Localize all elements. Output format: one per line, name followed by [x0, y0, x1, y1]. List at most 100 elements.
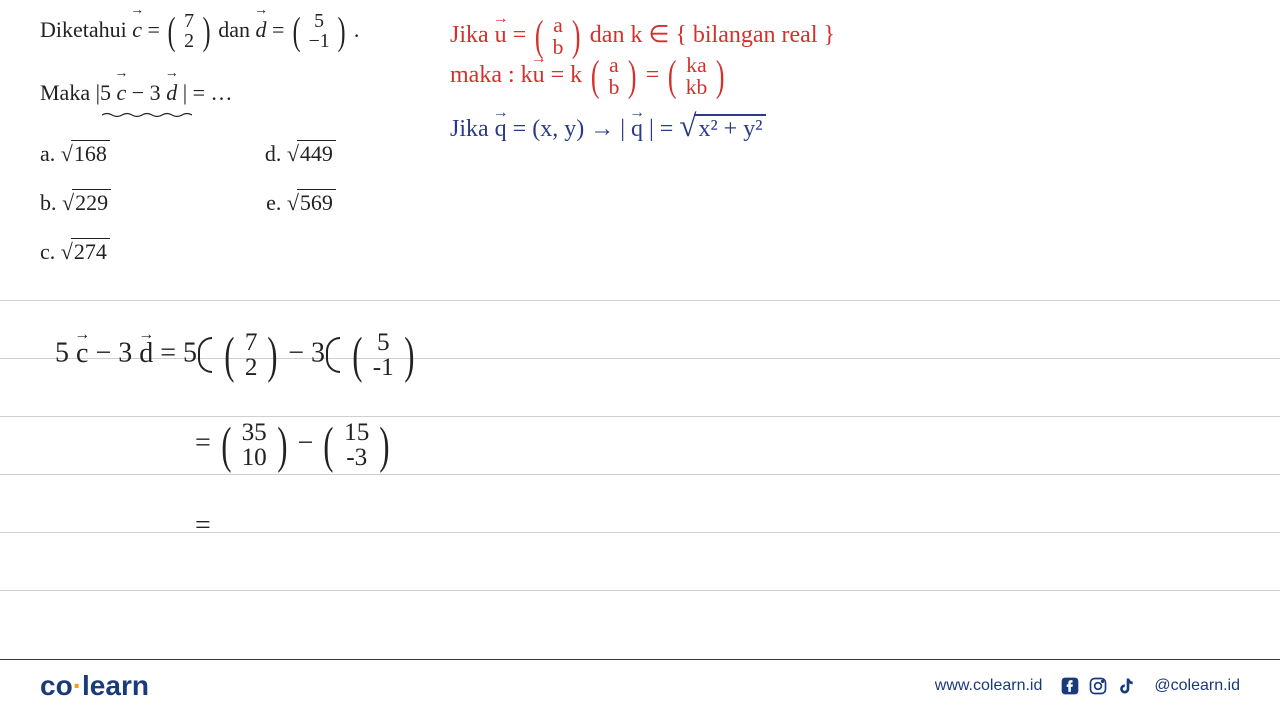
text: = k	[551, 62, 589, 88]
vector-u: u	[533, 62, 545, 89]
logo-text: co	[40, 670, 73, 701]
footer-handle[interactable]: @colearn.id	[1154, 677, 1240, 695]
sym: q	[631, 116, 643, 142]
paren: )	[277, 433, 287, 458]
text: maka : k	[450, 62, 533, 88]
value: 7	[184, 12, 194, 32]
col-vector: 15 -3	[344, 420, 369, 470]
text: =	[513, 22, 533, 48]
label: b.	[40, 190, 57, 215]
value: a	[553, 15, 563, 37]
text: =	[272, 17, 290, 42]
sym: c	[76, 338, 88, 369]
text: =	[646, 62, 666, 88]
text: Maka |5	[40, 80, 111, 105]
label: e.	[266, 190, 281, 215]
sym: d	[255, 17, 266, 42]
col-vector: a b	[609, 55, 620, 98]
logo-dot-icon: ·	[73, 670, 82, 701]
handwritten-note-blue: Jika q = (x, y) → | q | = √x² + y²	[450, 108, 766, 144]
value: 2	[184, 32, 194, 52]
ruled-line	[0, 590, 1280, 591]
value: 5	[314, 12, 324, 32]
text: 5	[55, 338, 69, 369]
paren: )	[716, 66, 725, 88]
paren: (	[224, 343, 234, 368]
col-vector: 35 10	[242, 420, 267, 470]
option-b: b. √229	[40, 189, 111, 216]
value: 7	[245, 330, 258, 355]
paren: )	[572, 26, 581, 48]
option-row: b. √229 e. √569	[40, 189, 336, 216]
value: -3	[346, 445, 367, 470]
text: − 3	[132, 80, 161, 105]
text: | = …	[183, 80, 233, 105]
text: dan	[218, 17, 255, 42]
paren: (	[324, 433, 334, 458]
value: ka	[686, 55, 706, 77]
col-vector: 5 −1	[309, 12, 330, 52]
label: d.	[265, 141, 282, 166]
option-d: d. √449	[265, 140, 336, 167]
value: 15	[344, 420, 369, 445]
text: =	[195, 428, 218, 459]
handwritten-note-red-1: Jika u = ( a b ) dan k ∈ { bilangan real…	[450, 15, 835, 58]
vector-c: c	[132, 15, 142, 46]
paren: (	[668, 66, 677, 88]
option-row: a. √168 d. √449	[40, 140, 336, 167]
text: = (x, y) → |	[513, 116, 625, 142]
vector-d: d	[255, 15, 266, 46]
paren: (	[221, 433, 231, 458]
paren: (	[293, 22, 301, 42]
option-row: c. √274	[40, 238, 336, 265]
value: 449	[297, 140, 336, 167]
text: −	[298, 428, 321, 459]
col-vector: 7 2	[245, 330, 258, 380]
option-a: a. √168	[40, 140, 110, 167]
sym: u	[533, 62, 545, 88]
sym: c	[117, 80, 127, 105]
ruled-line	[0, 474, 1280, 475]
value: −1	[309, 32, 330, 52]
answer-options: a. √168 d. √449 b. √229 e. √569 c. √274	[40, 140, 336, 287]
paren: )	[338, 22, 346, 42]
paren: (	[535, 26, 544, 48]
footer: co·learn www.colearn.id @colearn.id	[40, 670, 1240, 702]
vector-q: q	[631, 116, 643, 143]
tiktok-icon[interactable]	[1116, 676, 1136, 696]
value: -1	[373, 355, 394, 380]
paren: )	[628, 66, 637, 88]
paren: (	[591, 66, 600, 88]
text: Diketahui	[40, 17, 132, 42]
value: 274	[71, 238, 110, 265]
ruled-line	[0, 416, 1280, 417]
footer-divider	[0, 659, 1280, 661]
arc-mark-icon	[198, 337, 212, 373]
facebook-icon[interactable]	[1060, 676, 1080, 696]
label: a.	[40, 141, 55, 166]
value: 569	[297, 189, 336, 216]
text: =	[148, 17, 166, 42]
sym: u	[495, 22, 507, 48]
vector-c: c	[76, 338, 88, 370]
handwritten-work-2: = ( 35 10 ) − ( 15 -3 )	[195, 420, 393, 470]
footer-url[interactable]: www.colearn.id	[935, 677, 1043, 695]
value: 5	[377, 330, 390, 355]
logo-text: learn	[82, 670, 149, 701]
instagram-icon[interactable]	[1088, 676, 1108, 696]
col-vector: a b	[553, 15, 564, 58]
text: = 5	[160, 338, 197, 369]
vector-d: d	[166, 80, 177, 106]
paren: )	[268, 343, 278, 368]
problem-line1: Diketahui c = ( 7 2 ) dan d = ( 5 −1 ) .	[40, 12, 359, 52]
value: 229	[72, 189, 111, 216]
option-c: c. √274	[40, 238, 110, 265]
paren: )	[380, 433, 390, 458]
handwritten-note-red-2: maka : ku = k ( a b ) = ( ka kb )	[450, 55, 728, 98]
sym: q	[495, 116, 507, 142]
vector-d: d	[139, 338, 153, 370]
logo: co·learn	[40, 670, 149, 702]
value: 168	[71, 140, 110, 167]
value: 10	[242, 445, 267, 470]
social-icons	[1060, 676, 1136, 696]
